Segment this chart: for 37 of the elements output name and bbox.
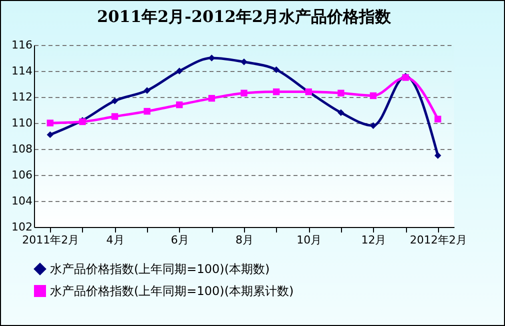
point xyxy=(240,58,248,66)
point xyxy=(370,92,377,100)
y-tick-label: 104 xyxy=(12,194,32,208)
x-tick-label: 2012年2月 xyxy=(410,234,467,246)
point xyxy=(176,101,183,108)
point xyxy=(370,122,377,129)
x-tick-label: 2011年2月 xyxy=(22,234,80,246)
x-tick-label: 8月 xyxy=(236,234,254,246)
point xyxy=(272,88,280,96)
point xyxy=(240,90,248,96)
y-tick-label: 114 xyxy=(12,64,32,78)
point xyxy=(338,109,344,116)
x-tick-label: 10月 xyxy=(296,234,322,246)
legend-label: 水产品价格指数(上年同期=100)(本期累计数) xyxy=(50,284,294,298)
legend-label: 水产品价格指数(上年同期=100)(本期数) xyxy=(50,262,270,276)
point xyxy=(111,113,118,120)
y-tick-label: 102 xyxy=(12,220,32,234)
x-tick-label: 4月 xyxy=(106,234,124,246)
point xyxy=(208,94,216,102)
point xyxy=(46,120,54,126)
y-tick-label: 110 xyxy=(12,116,32,130)
chart-title: 2011年2月-2012年2月水产品价格指数 xyxy=(97,7,392,26)
x-tick-label: 6月 xyxy=(170,234,189,246)
point xyxy=(46,131,54,138)
point xyxy=(144,108,150,115)
point xyxy=(272,66,280,74)
point xyxy=(144,87,150,94)
point xyxy=(176,68,183,74)
x-tick-label: 12月 xyxy=(361,234,386,246)
y-tick-label: 112 xyxy=(12,90,32,104)
point xyxy=(338,90,344,96)
point xyxy=(434,116,442,122)
y-tick-label: 116 xyxy=(12,38,32,52)
point xyxy=(434,152,442,159)
point xyxy=(111,98,118,104)
y-tick-label: 108 xyxy=(12,142,32,156)
y-tick-label: 106 xyxy=(12,168,32,182)
